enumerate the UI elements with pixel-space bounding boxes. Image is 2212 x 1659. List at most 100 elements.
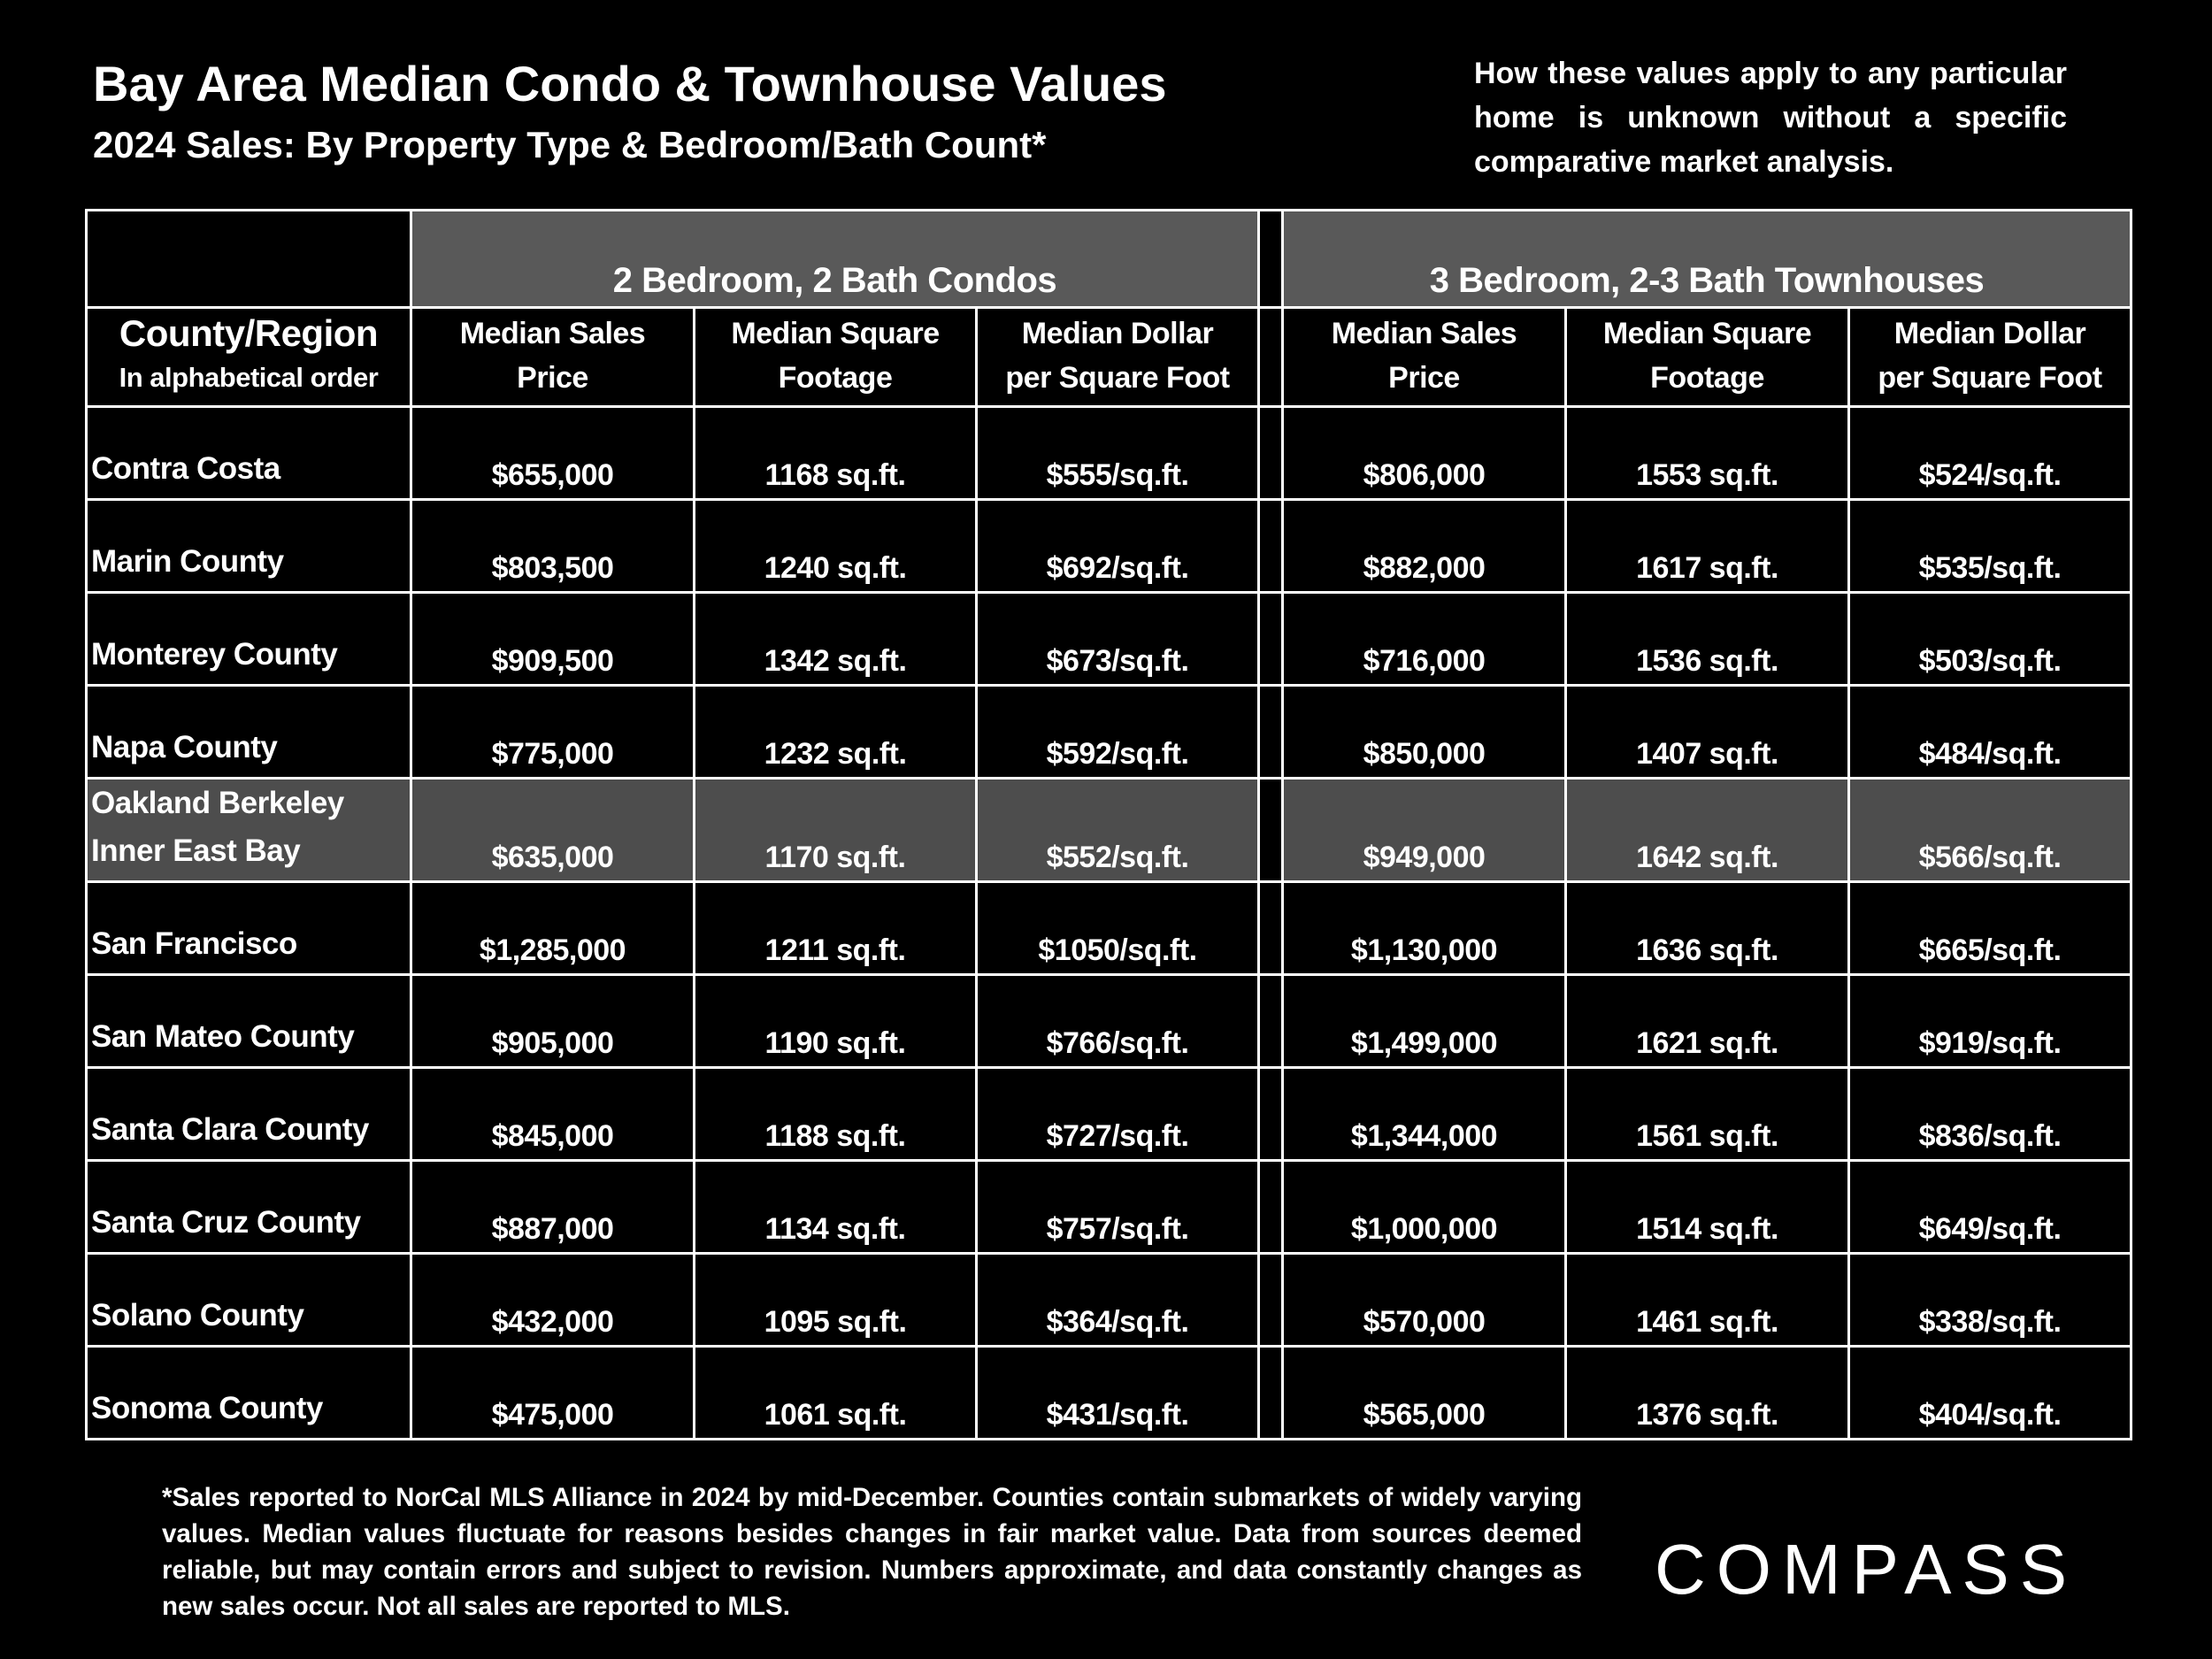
value-cell: $570,000 — [1281, 1252, 1567, 1348]
value-cell: $484/sq.ft. — [1847, 684, 2133, 780]
value-cell: $338/sq.ft. — [1847, 1252, 2133, 1348]
data-row: Solano County $432,000 1095 sq.ft. $364/sq.… — [85, 1252, 2133, 1348]
value-cell: 1134 sq.ft. — [693, 1159, 978, 1255]
gap-cell — [1257, 880, 1284, 976]
value-cell: $1,000,000 — [1281, 1159, 1567, 1255]
column-header-line: Median Square — [1602, 317, 1812, 350]
column-header: Median Square Footage — [693, 306, 978, 408]
value-cell: $665/sq.ft. — [1847, 880, 2133, 976]
value-cell: $775,000 — [410, 684, 695, 780]
data-row: Oakland Berkeley Inner East Bay $635,000 1… — [85, 777, 2133, 883]
column-header-line: per Square Foot — [1878, 361, 2102, 395]
column-header-line: per Square Foot — [1005, 361, 1230, 395]
value-cell: 1536 sq.ft. — [1564, 591, 1850, 687]
value-cell: 1407 sq.ft. — [1564, 684, 1850, 780]
region-cell: Solano County — [85, 1252, 412, 1348]
column-header-line: Median Dollar — [1021, 317, 1214, 350]
group-header-row: 2 Bedroom, 2 Bath Condos 3 Bedroom, 2-3 B… — [85, 209, 2133, 309]
value-cell: $635,000 — [410, 777, 695, 883]
value-cell: 1561 sq.ft. — [1564, 1066, 1850, 1162]
region-cell: Sonoma County — [85, 1345, 412, 1440]
column-header-line: Median Dollar — [1893, 317, 2086, 350]
value-cell: $887,000 — [410, 1159, 695, 1255]
gap-cell — [1257, 1252, 1284, 1348]
column-header: County/Region In alphabetical order — [85, 306, 412, 408]
column-header-line: In alphabetical order — [119, 362, 379, 393]
value-cell: 1240 sq.ft. — [693, 498, 978, 594]
data-row: Santa Cruz County $887,000 1134 sq.ft. $757… — [85, 1159, 2133, 1255]
gap-cell — [1257, 973, 1284, 1069]
column-header: Median Sales Price — [1281, 306, 1567, 408]
value-cell: $919/sq.ft. — [1847, 973, 2133, 1069]
value-cell: 1642 sq.ft. — [1564, 777, 1850, 883]
gap-cell — [1257, 1159, 1284, 1255]
value-cell: $850,000 — [1281, 684, 1567, 780]
value-cell: 1514 sq.ft. — [1564, 1159, 1850, 1255]
value-cell: 1190 sq.ft. — [693, 973, 978, 1069]
region-cell: San Francisco — [85, 880, 412, 976]
value-cell: $909,500 — [410, 591, 695, 687]
value-cell: $716,000 — [1281, 591, 1567, 687]
column-header-line: Footage — [778, 361, 893, 395]
region-cell: Napa County — [85, 684, 412, 780]
value-cell: $882,000 — [1281, 498, 1567, 594]
region-cell: Contra Costa — [85, 405, 412, 501]
column-header-line: Price — [517, 361, 588, 395]
column-header: Median Sales Price — [410, 306, 695, 408]
column-header-row: County/Region In alphabetical order Median… — [85, 306, 2133, 408]
value-cell: 1553 sq.ft. — [1564, 405, 1850, 501]
data-row: Sonoma County $475,000 1061 sq.ft. $431/sq.… — [85, 1345, 2133, 1440]
gap-cell — [1257, 498, 1284, 594]
value-cell: 1061 sq.ft. — [693, 1345, 978, 1440]
data-row: Monterey County $909,500 1342 sq.ft. $673/s… — [85, 591, 2133, 687]
value-cell: 1170 sq.ft. — [693, 777, 978, 883]
data-row: San Francisco $1,285,000 1211 sq.ft. $1050/… — [85, 880, 2133, 976]
gap-cell — [1257, 684, 1284, 780]
value-cell: $757/sq.ft. — [975, 1159, 1260, 1255]
data-row: Marin County $803,500 1240 sq.ft. $692/sq.f… — [85, 498, 2133, 594]
value-cell: $524/sq.ft. — [1847, 405, 2133, 501]
value-cell: $836/sq.ft. — [1847, 1066, 2133, 1162]
value-cell: $766/sq.ft. — [975, 973, 1260, 1069]
value-cell: 1617 sq.ft. — [1564, 498, 1850, 594]
value-cell: $949,000 — [1281, 777, 1567, 883]
value-cell: 1636 sq.ft. — [1564, 880, 1850, 976]
group-header: 3 Bedroom, 2-3 Bath Townhouses — [1280, 209, 2133, 309]
value-cell: $475,000 — [410, 1345, 695, 1440]
disclaimer: How these values apply to any particular… — [1474, 57, 2067, 179]
footnote: *Sales reported to NorCal MLS Alliance i… — [162, 1483, 1582, 1621]
value-cell: $692/sq.ft. — [975, 498, 1260, 594]
values-table: 2 Bedroom, 2 Bath Condos 3 Bedroom, 2-3 B… — [85, 209, 2133, 1440]
value-cell: $555/sq.ft. — [975, 405, 1260, 501]
value-cell: 1211 sq.ft. — [693, 880, 978, 976]
value-cell: 1232 sq.ft. — [693, 684, 978, 780]
value-cell: $673/sq.ft. — [975, 591, 1260, 687]
corner-cell — [85, 209, 412, 309]
value-cell: $503/sq.ft. — [1847, 591, 2133, 687]
value-cell: 1168 sq.ft. — [693, 405, 978, 501]
subtitle: 2024 Sales: By Property Type & Bedroom/B… — [93, 124, 1047, 165]
value-cell: 1095 sq.ft. — [693, 1252, 978, 1348]
column-header: Median Dollar per Square Foot — [975, 306, 1260, 408]
value-cell: $845,000 — [410, 1066, 695, 1162]
value-cell: $404/sq.ft. — [1847, 1345, 2133, 1440]
value-cell: 1188 sq.ft. — [693, 1066, 978, 1162]
value-cell: $806,000 — [1281, 405, 1567, 501]
value-cell: $1050/sq.ft. — [975, 880, 1260, 976]
gap-cell — [1257, 209, 1284, 309]
region-cell: Oakland Berkeley Inner East Bay — [85, 777, 412, 883]
value-cell: $905,000 — [410, 973, 695, 1069]
value-cell: $1,344,000 — [1281, 1066, 1567, 1162]
value-cell: $803,500 — [410, 498, 695, 594]
value-cell: $1,130,000 — [1281, 880, 1567, 976]
value-cell: 1376 sq.ft. — [1564, 1345, 1850, 1440]
value-cell: 1342 sq.ft. — [693, 591, 978, 687]
value-cell: $552/sq.ft. — [975, 777, 1260, 883]
value-cell: $432,000 — [410, 1252, 695, 1348]
title: Bay Area Median Condo & Townhouse Values — [93, 56, 1167, 111]
region-cell: Santa Clara County — [85, 1066, 412, 1162]
column-header-line: Footage — [1650, 361, 1764, 395]
value-cell: $1,499,000 — [1281, 973, 1567, 1069]
gap-cell — [1257, 591, 1284, 687]
value-cell: 1461 sq.ft. — [1564, 1252, 1850, 1348]
